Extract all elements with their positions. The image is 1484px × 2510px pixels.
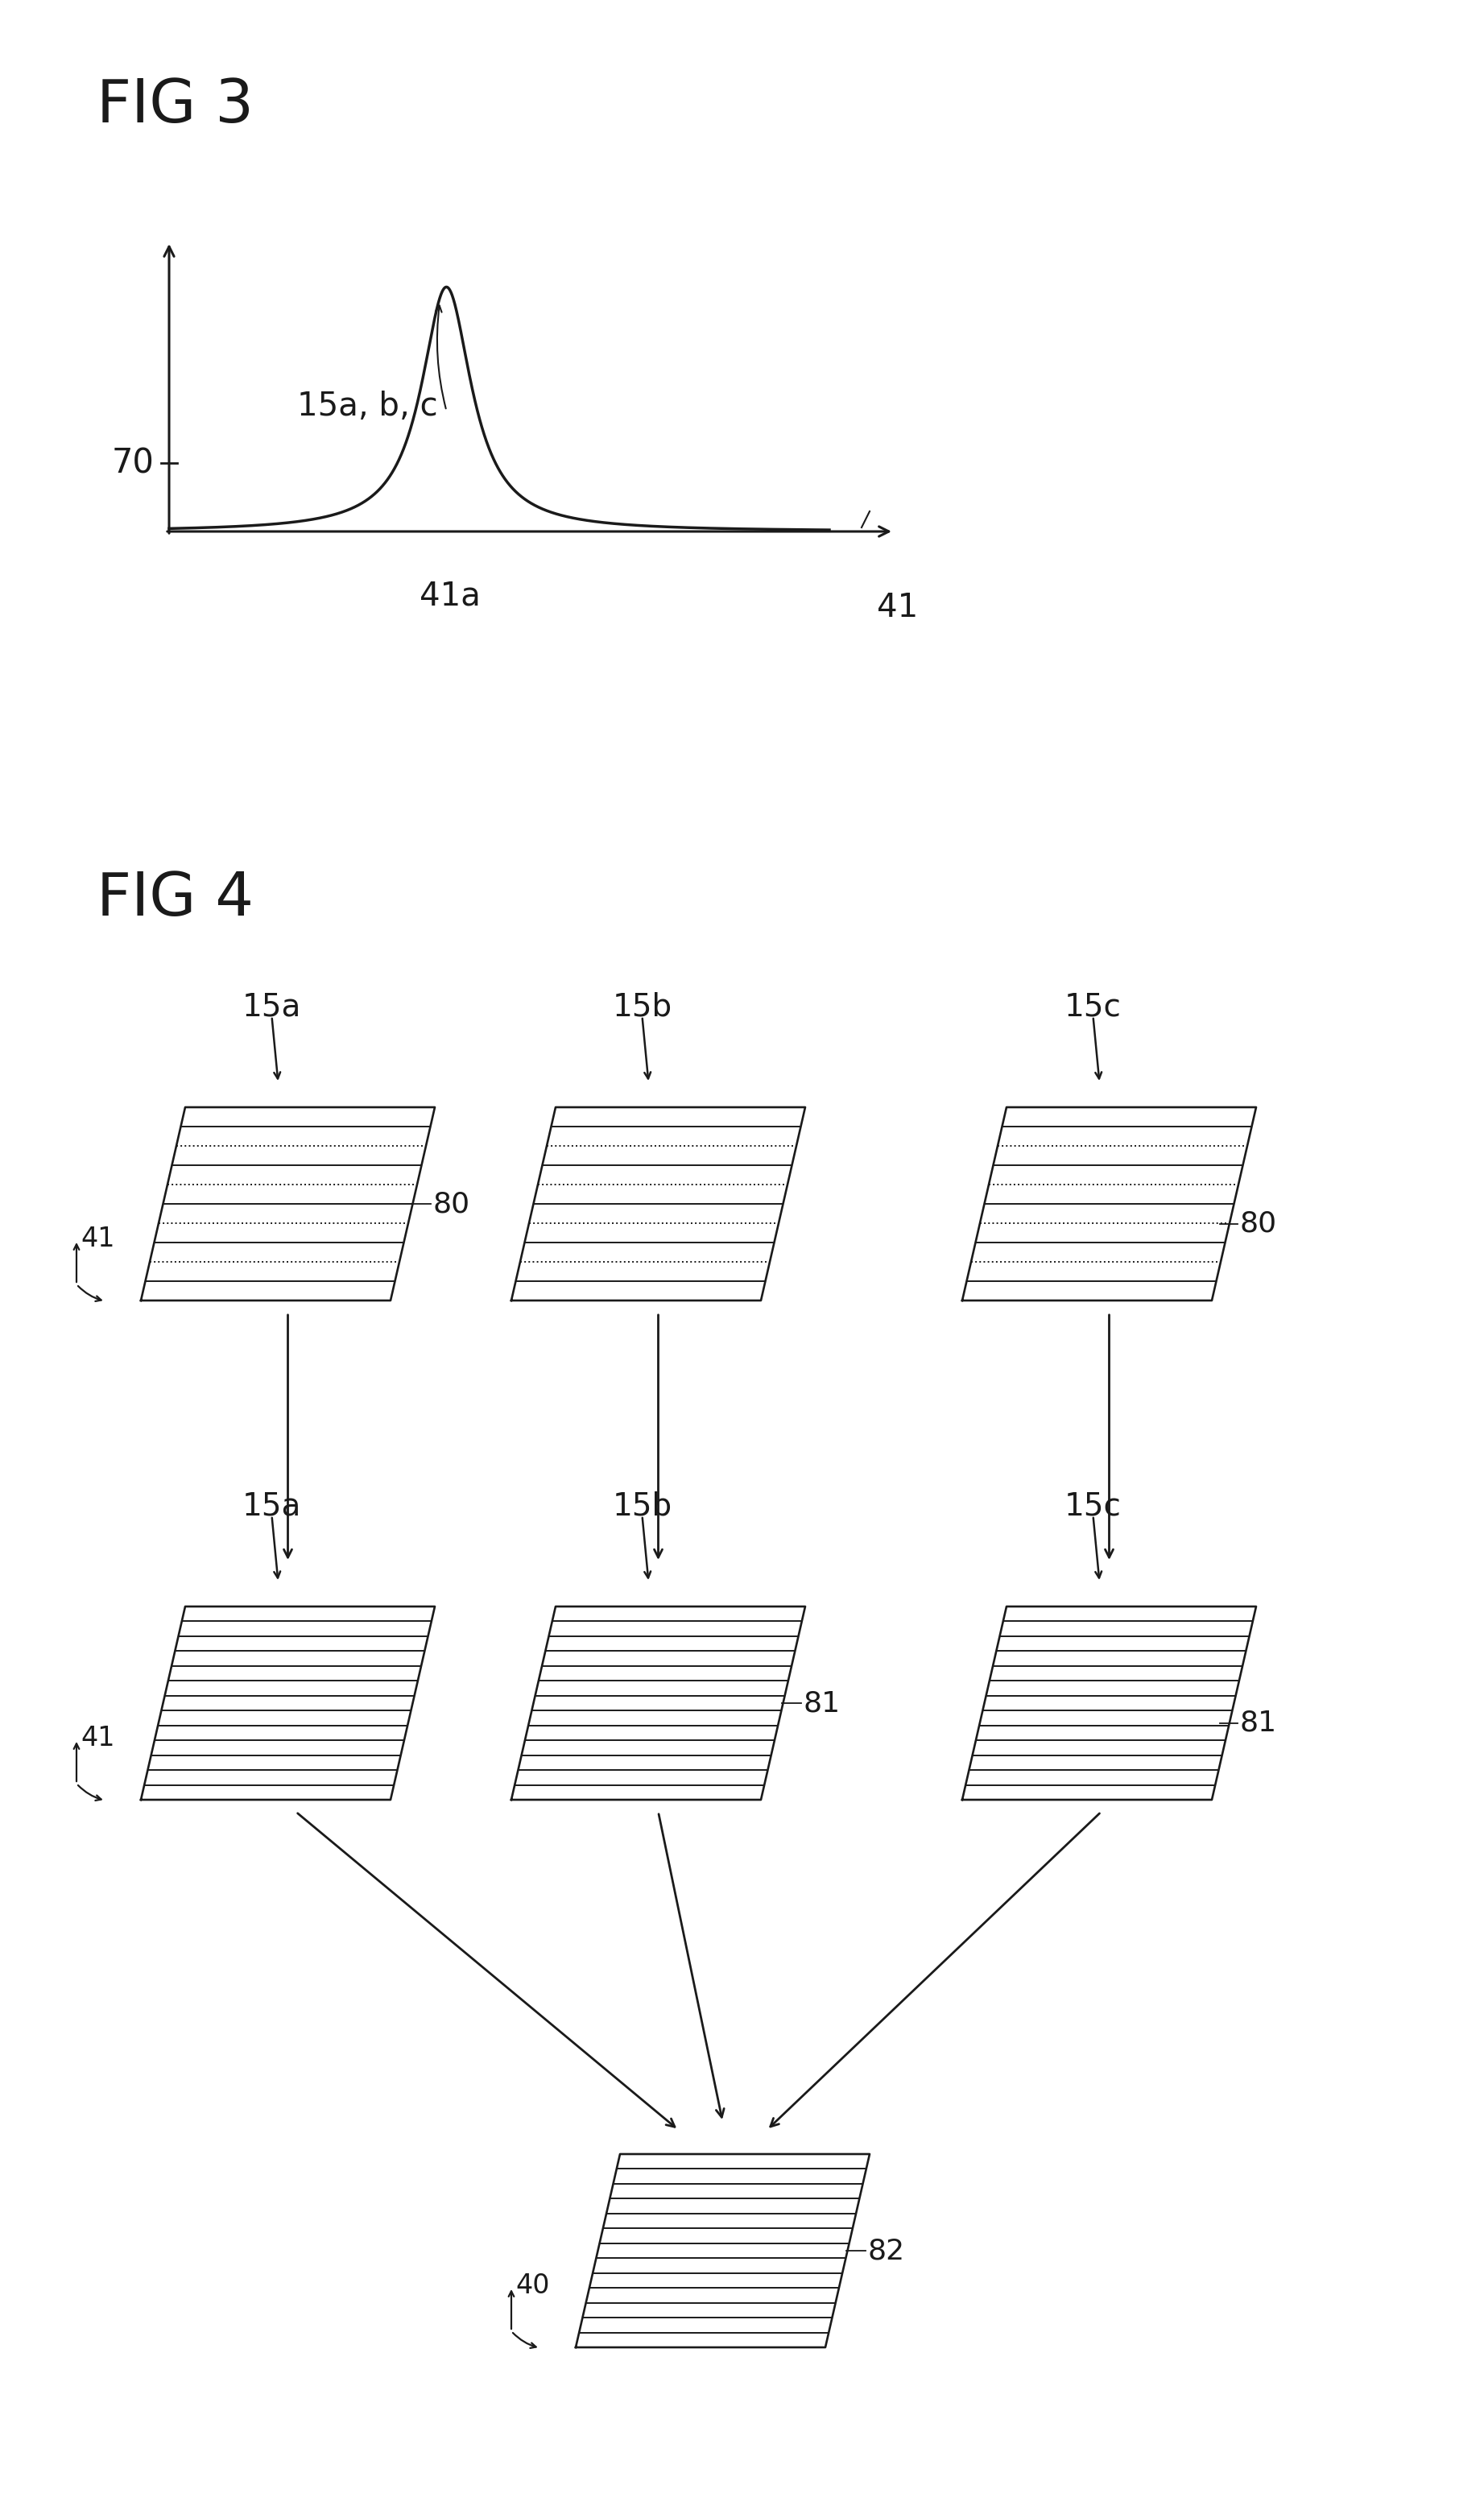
Text: 41: 41 <box>877 592 919 625</box>
Polygon shape <box>962 1107 1255 1300</box>
Text: 15a: 15a <box>242 1491 301 1521</box>
Text: FIG 4: FIG 4 <box>96 868 254 929</box>
Text: 80: 80 <box>433 1190 470 1217</box>
Text: 81: 81 <box>1239 1709 1276 1737</box>
Text: 80: 80 <box>1239 1210 1276 1237</box>
Text: 41: 41 <box>80 1225 114 1252</box>
Text: 81: 81 <box>803 1689 840 1717</box>
Text: 41: 41 <box>80 1724 114 1752</box>
Text: 15a, b, c: 15a, b, c <box>297 392 438 422</box>
Text: 70: 70 <box>111 447 154 479</box>
Text: 15c: 15c <box>1064 991 1122 1022</box>
Polygon shape <box>512 1107 806 1300</box>
Polygon shape <box>141 1107 435 1300</box>
Text: 82: 82 <box>868 2236 905 2264</box>
Text: FIG 3: FIG 3 <box>96 75 254 136</box>
Polygon shape <box>512 1606 806 1800</box>
Text: 41a: 41a <box>420 580 481 612</box>
Text: 15b: 15b <box>613 1491 672 1521</box>
Text: 15a: 15a <box>242 991 301 1022</box>
Polygon shape <box>576 2154 870 2347</box>
Text: 15b: 15b <box>613 991 672 1022</box>
Polygon shape <box>962 1606 1255 1800</box>
Text: 40: 40 <box>515 2272 549 2299</box>
Text: 15c: 15c <box>1064 1491 1122 1521</box>
Polygon shape <box>141 1606 435 1800</box>
